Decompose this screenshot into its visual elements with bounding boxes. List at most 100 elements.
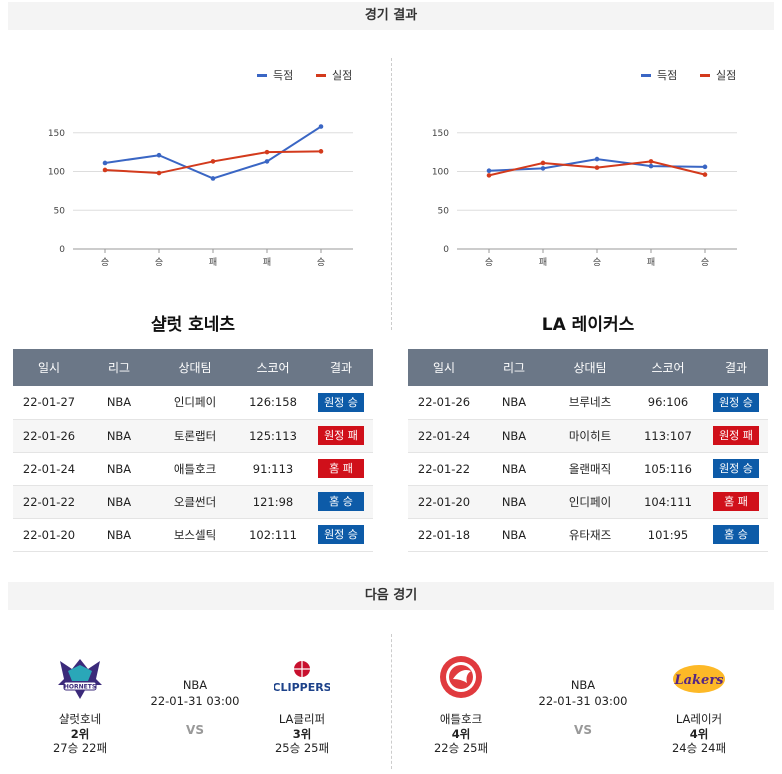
result-badge: 원정 승 — [713, 392, 759, 412]
table-header-row: 일시 리그 상대팀 스코어 결과 — [13, 349, 373, 386]
match-card[interactable]: 애틀호크 4위 22승 25패 NBA 22-01-31 03:00 VS La… — [393, 645, 773, 760]
data-point — [210, 159, 216, 164]
result-badge: 원정 승 — [318, 392, 364, 412]
cell-opp: 인디페이 — [153, 386, 237, 420]
data-point — [594, 156, 600, 162]
results-table-lakers: 일시 리그 상대팀 스코어 결과 22-01-26 NBA 브루네츠 96:106 원정 승 22… — [408, 349, 768, 552]
cell-result: 원정 승 — [309, 386, 373, 420]
x-tick-label: 패 — [647, 257, 655, 268]
data-point — [486, 173, 492, 178]
chart-legend: 득점 실점 — [257, 69, 352, 82]
cell-result: 홈 패 — [704, 485, 768, 519]
legend-label-conceded: 실점 — [716, 69, 736, 82]
table-row: 22-01-18 NBA 유타재즈 101:95 홈 승 — [408, 518, 768, 552]
column-header: 일시 — [13, 349, 85, 386]
column-header: 리그 — [85, 349, 153, 386]
y-tick-label: 150 — [432, 129, 449, 139]
result-badge: 원정 승 — [713, 459, 759, 478]
data-point — [540, 166, 546, 171]
cell-date: 22-01-24 — [13, 452, 85, 486]
cell-league: NBA — [480, 452, 548, 486]
column-header: 일시 — [408, 349, 480, 386]
cell-league: NBA — [480, 518, 548, 552]
table-row: 22-01-20 NBA 보스셀틱 102:111 원정 승 — [13, 518, 373, 552]
away-team[interactable]: Lakers LA레이커 4위 24승 24패 — [659, 655, 739, 755]
data-point — [540, 160, 546, 166]
column-header: 상대팀 — [153, 349, 237, 386]
data-point — [210, 176, 216, 181]
chart-lakers: 득점 실점 0 50 100 150 승 패 승 패 승 — [392, 45, 772, 285]
cell-result: 홈 승 — [309, 485, 373, 519]
results-header: 경기 결과 — [8, 2, 774, 30]
x-tick-label: 패 — [539, 257, 547, 268]
table-row: 22-01-27 NBA 인디페이 126:158 원정 승 — [13, 386, 373, 420]
cell-opp: 보스셀틱 — [153, 518, 237, 552]
cell-date: 22-01-27 — [13, 386, 85, 420]
cell-score: 113:107 — [632, 419, 704, 453]
table-row: 22-01-26 NBA 토론랩터 125:113 원정 패 — [13, 419, 373, 453]
x-tick-label: 승 — [155, 257, 163, 268]
legend-label-score: 득점 — [273, 69, 293, 82]
column-header: 리그 — [480, 349, 548, 386]
table-header-row: 일시 리그 상대팀 스코어 결과 — [408, 349, 768, 386]
result-badge: 원정 패 — [318, 426, 364, 445]
cell-league: NBA — [85, 485, 153, 519]
data-point — [594, 165, 600, 170]
legend-swatch-conceded — [316, 74, 326, 77]
next-games-header: 다음 경기 — [8, 582, 774, 610]
team-name: 샬럿호네 — [58, 712, 102, 726]
data-point — [156, 170, 162, 176]
column-header: 결과 — [704, 349, 768, 386]
column-header: 결과 — [309, 349, 373, 386]
home-team[interactable]: 애틀호크 4위 22승 25패 — [421, 655, 501, 755]
table-row: 22-01-20 NBA 인디페이 104:111 홈 패 — [408, 485, 768, 519]
team-name: LA레이커 — [675, 712, 723, 726]
team-rank: 3위 — [292, 727, 312, 741]
cell-result: 원정 승 — [309, 518, 373, 552]
cell-score: 125:113 — [237, 419, 309, 453]
cell-league: NBA — [85, 419, 153, 453]
cell-opp: 애틀호크 — [153, 452, 237, 486]
data-point — [702, 164, 708, 170]
cell-result: 홈 패 — [309, 452, 373, 486]
legend-label-conceded: 실점 — [332, 69, 352, 82]
cell-league: NBA — [85, 452, 153, 486]
data-point — [318, 124, 324, 129]
column-header: 스코어 — [237, 349, 309, 386]
result-badge: 홈 승 — [318, 492, 364, 511]
y-tick-label: 0 — [443, 245, 449, 255]
team-name: LA클리퍼 — [278, 712, 326, 726]
cell-opp: 브루네츠 — [548, 386, 632, 420]
data-point — [102, 167, 108, 173]
match-league: NBA — [570, 678, 596, 692]
x-tick-label: 승 — [593, 257, 601, 268]
hornets-logo-icon: HORNETS — [58, 659, 102, 699]
team-record: 27승 22패 — [52, 741, 108, 755]
match-card[interactable]: HORNETS 샬럿호네 2위 27승 22패 NBA 22-01-31 03:… — [5, 645, 385, 760]
column-header: 상대팀 — [548, 349, 632, 386]
cell-score: 105:116 — [632, 452, 704, 486]
cell-date: 22-01-24 — [408, 419, 480, 453]
y-tick-label: 50 — [54, 206, 66, 216]
result-badge: 원정 승 — [318, 525, 364, 544]
y-tick-label: 100 — [48, 168, 65, 178]
cell-opp: 마이히트 — [548, 419, 632, 453]
cell-league: NBA — [480, 419, 548, 453]
cell-opp: 유타재즈 — [548, 518, 632, 552]
x-tick-label: 승 — [101, 257, 109, 268]
x-tick-label: 패 — [209, 257, 217, 268]
table-row: 22-01-24 NBA 애틀호크 91:113 홈 패 — [13, 452, 373, 486]
cell-date: 22-01-20 — [408, 485, 480, 519]
cell-opp: 올랜매직 — [548, 452, 632, 486]
legend-swatch-conceded — [700, 74, 710, 77]
y-tick-label: 150 — [48, 129, 65, 139]
away-team[interactable]: CLIPPERS LA클리퍼 3위 25승 25패 — [262, 655, 342, 755]
team-rank: 4위 — [689, 727, 709, 741]
y-tick-label: 100 — [432, 168, 449, 178]
cell-opp: 인디페이 — [548, 485, 632, 519]
table-row: 22-01-22 NBA 오클썬더 121:98 홈 승 — [13, 485, 373, 519]
team-record: 25승 25패 — [274, 741, 330, 755]
home-team[interactable]: HORNETS 샬럿호네 2위 27승 22패 — [40, 655, 120, 755]
clippers-logo-icon: CLIPPERS — [272, 661, 332, 694]
